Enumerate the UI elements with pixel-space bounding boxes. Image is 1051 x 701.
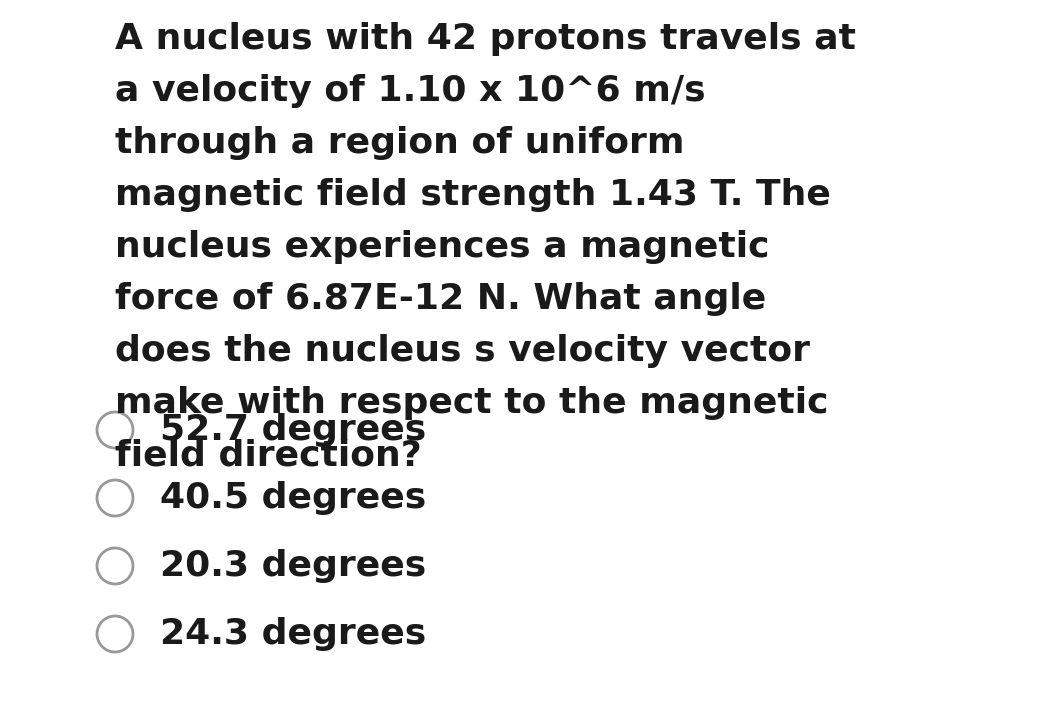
Text: magnetic field strength 1.43 T. The: magnetic field strength 1.43 T. The xyxy=(115,178,831,212)
Text: make with respect to the magnetic: make with respect to the magnetic xyxy=(115,386,828,420)
Text: A nucleus with 42 protons travels at: A nucleus with 42 protons travels at xyxy=(115,22,856,56)
Text: 20.3 degrees: 20.3 degrees xyxy=(160,549,427,583)
Text: a velocity of 1.10 x 10^6 m/s: a velocity of 1.10 x 10^6 m/s xyxy=(115,74,705,108)
Text: field direction?: field direction? xyxy=(115,438,421,472)
Text: force of 6.87E-12 N. What angle: force of 6.87E-12 N. What angle xyxy=(115,282,766,316)
Text: does the nucleus s velocity vector: does the nucleus s velocity vector xyxy=(115,334,810,368)
Text: 24.3 degrees: 24.3 degrees xyxy=(160,617,427,651)
Text: through a region of uniform: through a region of uniform xyxy=(115,126,684,160)
Text: nucleus experiences a magnetic: nucleus experiences a magnetic xyxy=(115,230,769,264)
Text: 40.5 degrees: 40.5 degrees xyxy=(160,481,427,515)
Text: 52.7 degrees: 52.7 degrees xyxy=(160,413,427,447)
